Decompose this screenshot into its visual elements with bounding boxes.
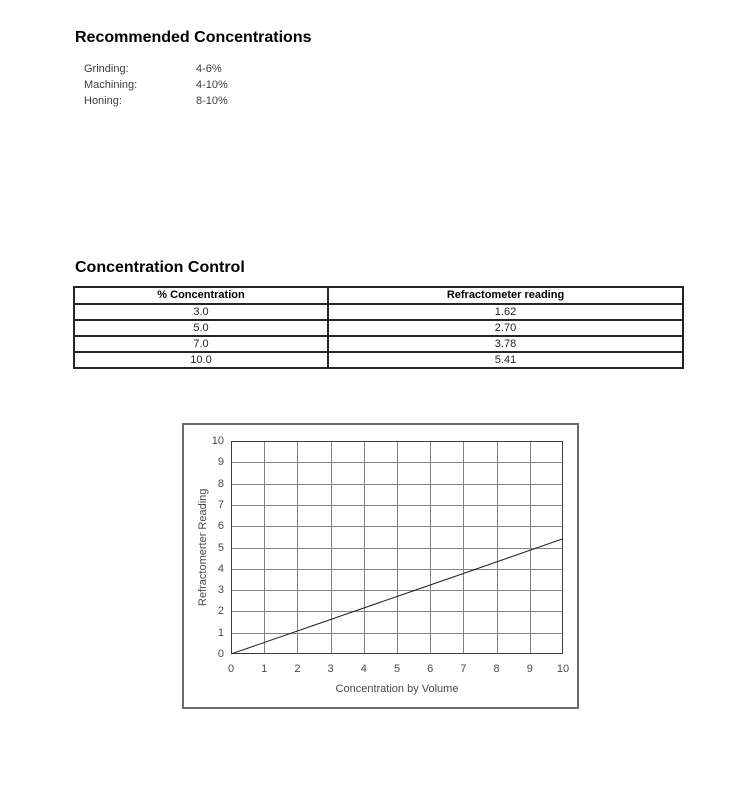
table-header-row: % Concentration Refractometer reading [73, 286, 684, 305]
list-item-value: 4-10% [196, 79, 228, 91]
x-tick-label: 10 [556, 663, 570, 675]
reading-cell: 2.70 [327, 319, 684, 337]
x-tick-label: 7 [460, 663, 467, 675]
x-tick-label: 6 [427, 663, 434, 675]
list-item-label: Grinding: [84, 63, 129, 75]
concentration-cell: 3.0 [73, 303, 329, 321]
list-item-value: 4-6% [196, 63, 222, 75]
reading-cell: 5.41 [327, 351, 684, 369]
x-tick-label: 2 [294, 663, 301, 675]
chart-plot-area [231, 441, 563, 654]
plot-border [231, 441, 563, 654]
list-item-value: 8-10% [196, 95, 228, 107]
recommended-concentrations-list: Grinding: 4-6% Machining: 4-10% Honing: … [84, 61, 304, 109]
y-tick-label: 8 [217, 477, 224, 490]
list-item-label: Honing: [84, 95, 122, 107]
x-tick-label: 9 [526, 663, 533, 675]
table-row: 7.0 3.78 [73, 335, 684, 353]
chart-frame: Refractomerter Reading Concentration by … [182, 423, 579, 709]
column-header-concentration: % Concentration [73, 286, 329, 305]
table-row: 10.0 5.41 [73, 351, 684, 369]
concentration-table: % Concentration Refractometer reading 3.… [73, 286, 684, 369]
y-tick-label: 7 [217, 498, 224, 511]
y-tick-label: 6 [217, 520, 224, 533]
y-tick-label: 10 [211, 435, 224, 447]
x-tick-label: 8 [493, 663, 500, 675]
list-item: Machining: 4-10% [84, 77, 304, 93]
table-row: 3.0 1.62 [73, 303, 684, 321]
data-series-line [231, 538, 563, 654]
x-tick-label: 5 [393, 663, 401, 675]
list-item: Grinding: 4-6% [84, 61, 304, 77]
y-tick-label: 2 [217, 605, 224, 618]
table-row: 5.0 2.70 [73, 319, 684, 337]
x-axis-title: Concentration by Volume [335, 683, 459, 695]
reading-cell: 1.62 [327, 303, 684, 321]
y-tick-label: 0 [217, 648, 224, 660]
concentration-cell: 7.0 [73, 335, 329, 353]
x-tick-label: 0 [227, 663, 235, 675]
y-tick-label: 4 [217, 562, 224, 575]
x-tick-label: 4 [360, 663, 367, 675]
reading-cell: 3.78 [327, 335, 684, 353]
y-tick-label: 5 [217, 541, 224, 554]
y-tick-label: 3 [217, 584, 224, 597]
list-item: Honing: 8-10% [84, 93, 304, 109]
y-tick-label: 1 [217, 626, 224, 639]
recommended-concentrations-heading: Recommended Concentrations [75, 29, 312, 46]
concentration-cell: 5.0 [73, 319, 329, 337]
column-header-refractometer: Refractometer reading [327, 286, 684, 305]
list-item-label: Machining: [84, 79, 138, 91]
y-tick-label: 9 [217, 456, 224, 469]
x-tick-label: 1 [261, 663, 268, 675]
concentration-cell: 10.0 [73, 351, 329, 369]
concentration-control-heading: Concentration Control [75, 259, 245, 276]
x-tick-label: 3 [327, 663, 334, 675]
